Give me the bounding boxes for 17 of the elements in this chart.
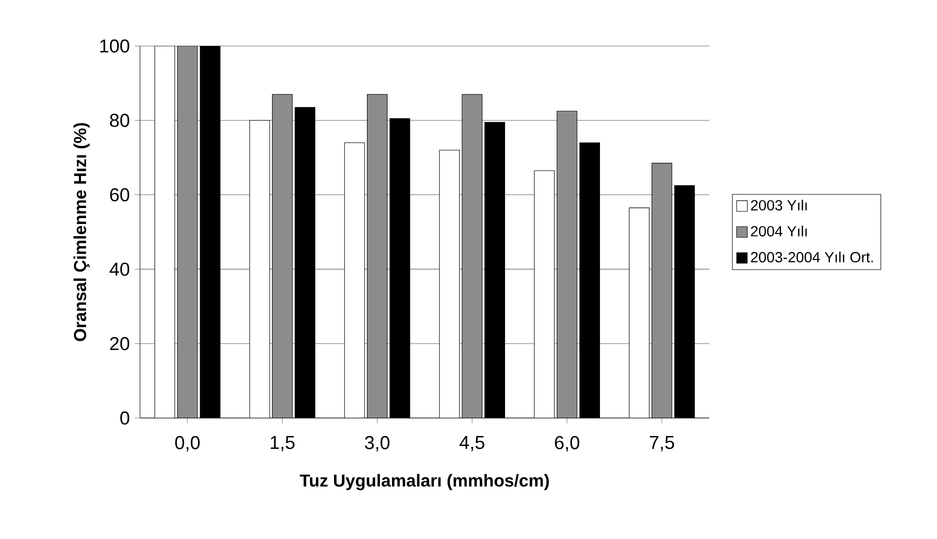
legend-label: 2004 Yılı [750, 226, 807, 236]
x-tick-label: 4,5 [460, 436, 484, 452]
x-tick-label: 0,0 [175, 436, 200, 452]
x-tick-label: 7,5 [650, 436, 674, 452]
y-tick-label: 0 [120, 411, 130, 425]
x-tick-label: 1,5 [270, 436, 295, 452]
y-tick-label: 80 [110, 114, 130, 128]
y-axis-title: Oransal Çimlenme Hızı (%) [73, 123, 90, 342]
legend-label: 2003-2004 Yılı Ort. [750, 252, 873, 262]
y-tick-label: 60 [110, 188, 130, 202]
y-tick-label: 20 [110, 336, 130, 350]
y-tick-label: 100 [100, 39, 130, 53]
x-tick-label: 3,0 [364, 436, 390, 452]
y-tick-label: 40 [110, 262, 130, 276]
x-tick-label: 6,0 [554, 436, 580, 452]
x-axis-title: Tuz Uygulamaları (mmhos/cm) [300, 474, 549, 490]
legend-label: 2003 Yılı [750, 200, 807, 210]
